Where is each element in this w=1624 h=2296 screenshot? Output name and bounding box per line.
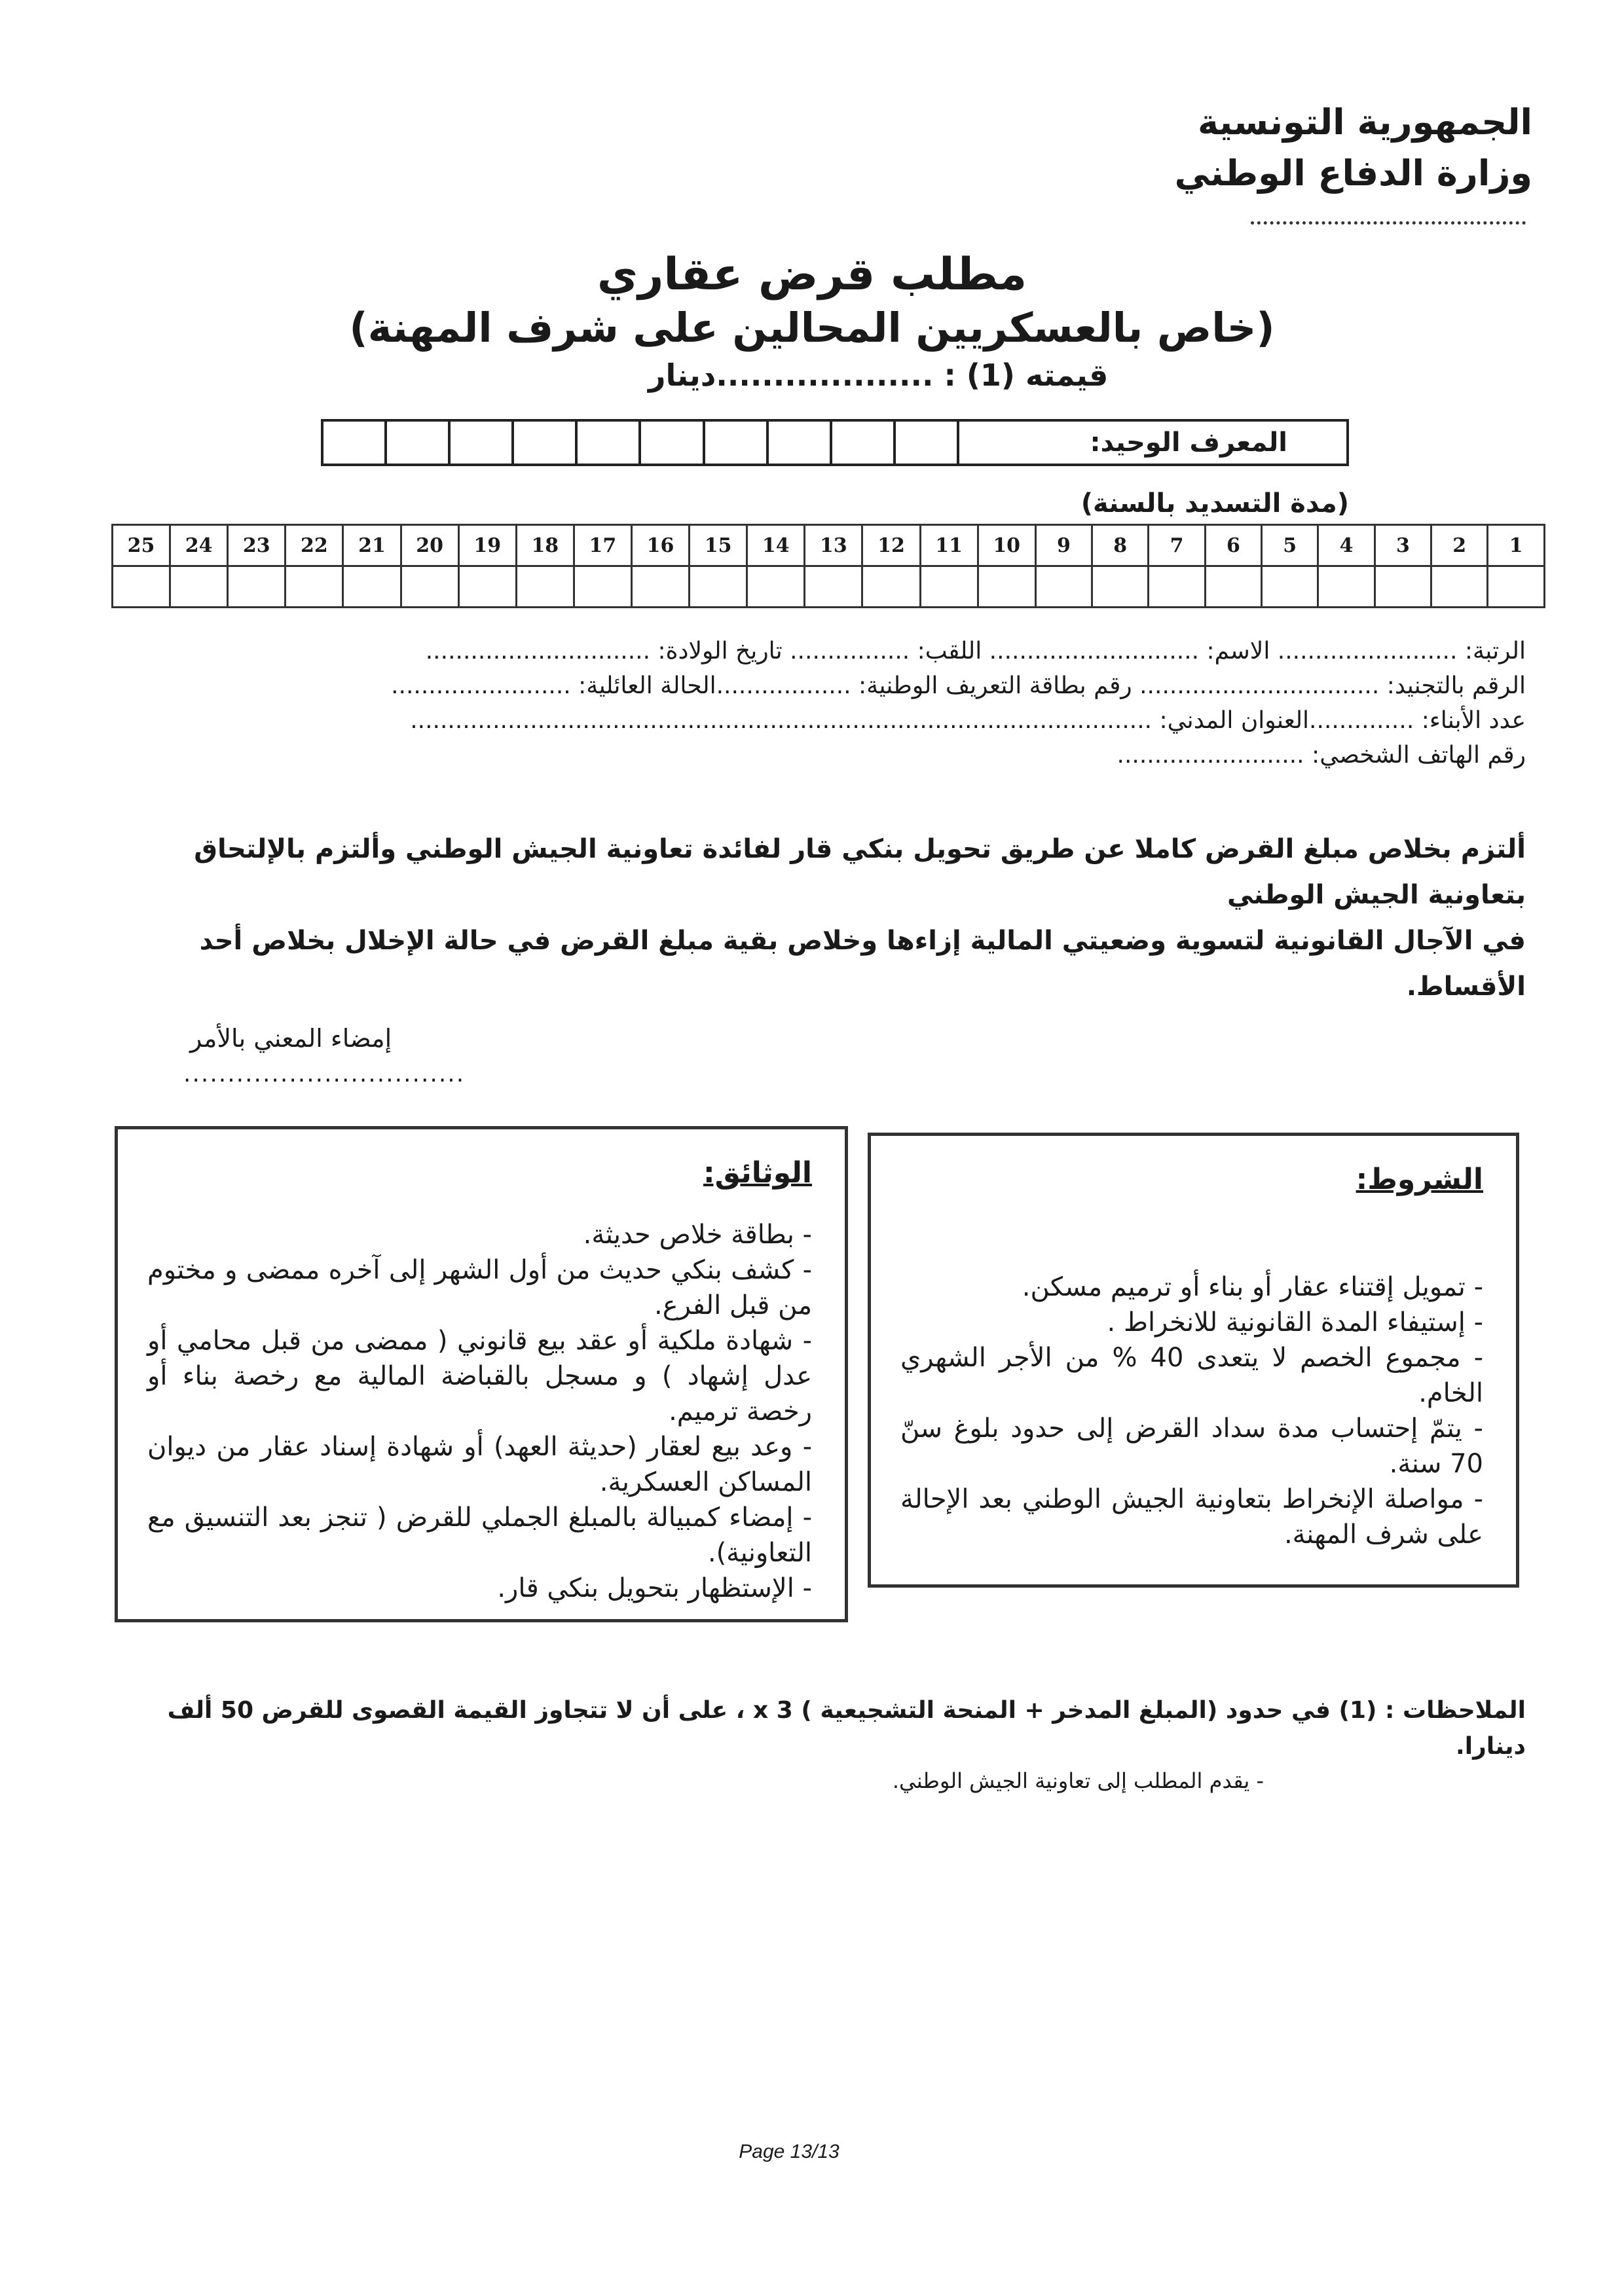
year-checkbox[interactable] bbox=[515, 565, 575, 608]
header-dotted-line bbox=[1251, 221, 1526, 225]
unique-id-cell[interactable] bbox=[766, 419, 832, 466]
year-label: 18 bbox=[515, 524, 575, 567]
year-label: 9 bbox=[1034, 524, 1094, 567]
year-label: 13 bbox=[803, 524, 864, 567]
field-id-card-marital[interactable]: الرقم بالتجنيد: ........................… bbox=[391, 672, 1526, 699]
year-checkbox[interactable] bbox=[1373, 565, 1433, 608]
year-checkbox[interactable] bbox=[457, 565, 517, 608]
unique-id-cell[interactable] bbox=[702, 419, 769, 466]
year-checkbox[interactable] bbox=[111, 565, 172, 608]
year-label: 8 bbox=[1091, 524, 1150, 567]
repayment-years-table: 25 24 23 22 21 20 19 18 17 16 15 14 13 12 11 10 9 8 7 6 5 4 3 2… bbox=[111, 524, 1545, 608]
conditions-title: الشروط: bbox=[1356, 1163, 1483, 1196]
year-checkbox[interactable] bbox=[342, 565, 402, 608]
documents-title: الوثائق: bbox=[703, 1156, 812, 1190]
year-checkbox[interactable] bbox=[284, 565, 344, 608]
field-children-address[interactable]: عدد الأبناء: ..............العنوان المدن… bbox=[410, 707, 1526, 734]
unique-id-cell[interactable] bbox=[893, 419, 960, 466]
year-label: 23 bbox=[227, 524, 287, 567]
document-item: - بطاقة خلاص حديثة. bbox=[583, 1220, 812, 1250]
year-checkbox[interactable] bbox=[803, 565, 864, 608]
year-label: 10 bbox=[976, 524, 1037, 567]
condition-item: - تمويل إقتناء عقار أو بناء أو ترميم مسك… bbox=[1022, 1272, 1483, 1302]
year-checkbox[interactable] bbox=[1034, 565, 1094, 608]
year-checkbox[interactable] bbox=[227, 565, 287, 608]
unique-id-label: المعرف الوحيد: bbox=[957, 419, 1349, 466]
year-checkbox[interactable] bbox=[1317, 565, 1376, 608]
field-phone[interactable]: رقم الهاتف الشخصي: .....................… bbox=[1116, 742, 1526, 769]
document-item: - الإستظهار بتحويل بنكي قار. bbox=[497, 1573, 812, 1603]
year-label: 16 bbox=[630, 524, 691, 567]
ministry-name: وزارة الدفاع الوطني bbox=[1174, 153, 1532, 194]
year-label: 6 bbox=[1204, 524, 1263, 567]
documents-box: الوثائق: - بطاقة خلاص حديثة. - كشف بنكي ح… bbox=[115, 1126, 848, 1622]
condition-item: - إستيفاء المدة القانونية للانخراط . bbox=[1107, 1307, 1483, 1338]
commitment-section: ألتزم بخلاص مبلغ القرض كاملا عن طريق تحو… bbox=[98, 826, 1526, 1091]
page-number: Page 13/13 bbox=[739, 2141, 840, 2162]
signature-line[interactable]: ................................ bbox=[183, 1061, 466, 1087]
year-checkbox[interactable] bbox=[1204, 565, 1263, 608]
unique-id-cell[interactable] bbox=[320, 419, 388, 466]
year-label: 3 bbox=[1373, 524, 1433, 567]
document-item: - شهادة ملكية أو عقد بيع قانوني ( ممضى م… bbox=[147, 1326, 812, 1427]
conditions-box: الشروط: - تمويل إقتناء عقار أو بناء أو ت… bbox=[868, 1133, 1519, 1588]
year-label: 20 bbox=[399, 524, 460, 567]
year-label: 12 bbox=[861, 524, 921, 567]
year-checkbox[interactable] bbox=[1430, 565, 1489, 608]
unique-id-box: المعرف الوحيد: bbox=[320, 419, 1349, 466]
year-label: 11 bbox=[919, 524, 979, 567]
field-rank-name-birth[interactable]: الرتبة: ........................ الاسم: … bbox=[425, 638, 1526, 665]
year-checkbox[interactable] bbox=[919, 565, 979, 608]
year-checkbox[interactable] bbox=[1147, 565, 1206, 608]
notes-line-1: الملاحظات : (1) في حدود (المبلغ المدخر +… bbox=[167, 1697, 1526, 1760]
condition-item: - مواصلة الإنخراط بتعاونية الجيش الوطني … bbox=[900, 1484, 1483, 1550]
year-label: 25 bbox=[111, 524, 172, 567]
year-checkbox[interactable] bbox=[976, 565, 1037, 608]
year-label: 19 bbox=[457, 524, 517, 567]
year-checkbox[interactable] bbox=[1486, 565, 1545, 608]
unique-id-cell[interactable] bbox=[448, 419, 515, 466]
year-checkbox[interactable] bbox=[688, 565, 748, 608]
document-item: - وعد بيع لعقار (حديثة العهد) أو شهادة إ… bbox=[147, 1432, 812, 1497]
year-checkbox[interactable] bbox=[746, 565, 806, 608]
document-item: - إمضاء كمبيالة بالمبلغ الجملي للقرض ( ت… bbox=[147, 1503, 812, 1568]
loan-value-field[interactable]: قيمته (1) : ...................دينار bbox=[648, 357, 1109, 393]
year-label: 2 bbox=[1430, 524, 1489, 567]
year-label: 15 bbox=[688, 524, 748, 567]
form-title: مطلب قرض عقاري bbox=[597, 249, 1027, 301]
year-label: 7 bbox=[1147, 524, 1206, 567]
unique-id-cell[interactable] bbox=[638, 419, 705, 466]
year-label: 4 bbox=[1317, 524, 1376, 567]
form-subtitle: (خاص بالعسكريين المحالين على شرف المهنة) bbox=[349, 304, 1275, 352]
year-label: 14 bbox=[746, 524, 806, 567]
year-checkbox[interactable] bbox=[1091, 565, 1150, 608]
year-label: 1 bbox=[1486, 524, 1545, 567]
personal-info-fields: الرتبة: ........................ الاسم: … bbox=[98, 634, 1526, 773]
country-name: الجمهورية التونسية bbox=[1197, 101, 1532, 143]
commitment-line-2: في الآجال القانونية لتسوية وضعيتي المالي… bbox=[199, 926, 1526, 1002]
unique-id-cell[interactable] bbox=[575, 419, 642, 466]
year-checkbox[interactable] bbox=[572, 565, 633, 608]
year-checkbox[interactable] bbox=[399, 565, 460, 608]
notes-section: الملاحظات : (1) في حدود (المبلغ المدخر +… bbox=[98, 1692, 1526, 1797]
year-label: 17 bbox=[572, 524, 633, 567]
repayment-label: (مدة التسديد بالسنة) bbox=[1080, 488, 1349, 519]
notes-line-2: - يقدم المطلب إلى تعاونية الجيش الوطني. bbox=[892, 1768, 1264, 1793]
document-item: - كشف بنكي حديث من أول الشهر إلى آخره مم… bbox=[147, 1255, 812, 1321]
year-label: 21 bbox=[342, 524, 402, 567]
year-label: 22 bbox=[284, 524, 344, 567]
condition-item: - مجموع الخصم لا يتعدى 40 % من الأجر الش… bbox=[900, 1343, 1483, 1408]
unique-id-cell[interactable] bbox=[511, 419, 578, 466]
unique-id-cell[interactable] bbox=[829, 419, 896, 466]
year-checkbox[interactable] bbox=[1261, 565, 1320, 608]
year-checkbox[interactable] bbox=[169, 565, 229, 608]
year-label: 24 bbox=[169, 524, 229, 567]
year-checkbox[interactable] bbox=[861, 565, 921, 608]
commitment-line-1: ألتزم بخلاص مبلغ القرض كاملا عن طريق تحو… bbox=[194, 834, 1526, 910]
year-checkbox[interactable] bbox=[630, 565, 691, 608]
unique-id-cell[interactable] bbox=[384, 419, 451, 466]
year-label: 5 bbox=[1261, 524, 1320, 567]
condition-item: - يتمّ إحتساب مدة سداد القرض إلى حدود بل… bbox=[900, 1413, 1483, 1479]
signature-label: إمضاء المعني بالأمر bbox=[190, 1024, 392, 1053]
